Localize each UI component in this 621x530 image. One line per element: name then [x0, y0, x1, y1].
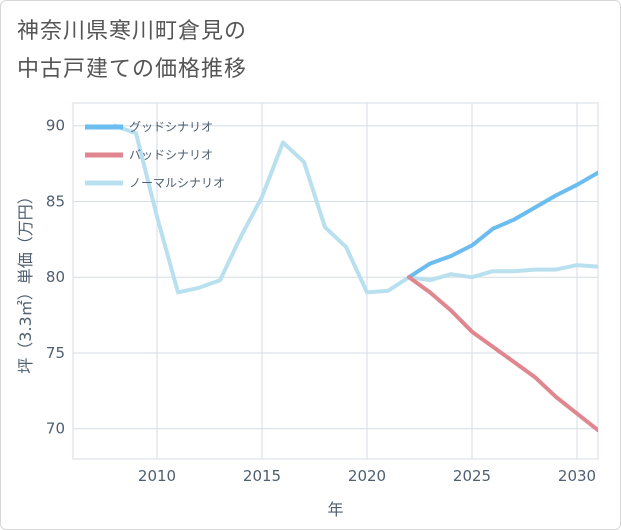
chart-title-line-1: 神奈川県寒川町倉見の: [17, 19, 248, 44]
y-tick-label-75: 75: [46, 344, 65, 362]
chart-title-line-2: 中古戸建ての価格推移: [17, 57, 248, 82]
y-tick-label-90: 90: [46, 117, 65, 135]
y-tick-label-85: 85: [46, 192, 65, 210]
x-tick-label-2020: 2020: [348, 467, 386, 485]
chart-title: 神奈川県寒川町倉見の 中古戸建ての価格推移: [17, 13, 247, 89]
x-tick-label-2015: 2015: [243, 467, 281, 485]
series-line-good: [407, 170, 598, 280]
y-tick-label-80: 80: [46, 268, 65, 286]
y-tick-label-70: 70: [46, 420, 65, 438]
plot-frame: [72, 102, 599, 460]
x-tick-label-2010: 2010: [138, 467, 176, 485]
legend-label-bad: バッドシナリオ: [129, 148, 213, 162]
y-axis-title: 坪（3.3㎡）単価（万円）: [16, 188, 35, 373]
series-line-bad: [407, 275, 598, 433]
x-axis-title: 年: [327, 500, 343, 519]
legend-label-normal: ノーマルシナリオ: [129, 176, 225, 190]
x-tick-label-2030: 2030: [558, 467, 596, 485]
series-line-normal: [113, 123, 598, 295]
x-tick-label-2025: 2025: [453, 467, 491, 485]
legend-label-good: グッドシナリオ: [129, 120, 213, 134]
